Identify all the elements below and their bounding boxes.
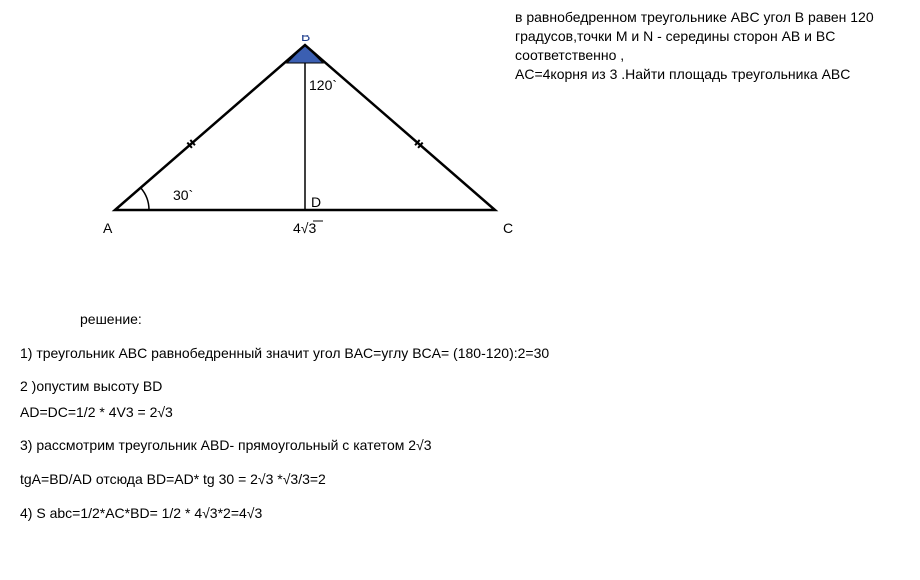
svg-text:C: C <box>503 220 513 236</box>
solution-step: AD=DC=1/2 * 4V3 = 2√3 <box>20 403 900 423</box>
solution-heading: решение: <box>20 310 900 330</box>
problem-line: AC=4корня из 3 .Найти площадь треугольни… <box>515 65 905 84</box>
triangle-diagram: A B C D 120` 30` 4√3 <box>95 35 515 255</box>
svg-text:4√3: 4√3 <box>293 220 316 236</box>
problem-statement: в равнобедренном треугольнике ABC угол B… <box>515 8 905 84</box>
solution-step: 1) треугольник ABC равнобедренный значит… <box>20 344 900 364</box>
solution-step: 4) S abc=1/2*AC*BD= 1/2 * 4√3*2=4√3 <box>20 504 900 524</box>
solution-block: решение: 1) треугольник ABC равнобедренн… <box>20 310 900 537</box>
solution-step: 3) рассмотрим треугольник ABD- прямоугол… <box>20 436 900 456</box>
triangle-svg: A B C D 120` 30` 4√3 <box>95 35 515 255</box>
problem-line: градусов,точки M и N - середины сторон A… <box>515 27 905 46</box>
svg-text:D: D <box>311 194 321 210</box>
svg-text:B: B <box>301 35 310 44</box>
svg-text:120`: 120` <box>309 77 337 93</box>
solution-step: 2 )опустим высоту BD <box>20 377 900 397</box>
solution-step: tgA=BD/AD отсюда BD=AD* tg 30 = 2√3 *√3/… <box>20 470 900 490</box>
svg-text:30`: 30` <box>173 187 193 203</box>
problem-line: в равнобедренном треугольнике ABC угол B… <box>515 8 905 27</box>
svg-text:A: A <box>103 220 113 236</box>
problem-line: соответственно , <box>515 46 905 65</box>
